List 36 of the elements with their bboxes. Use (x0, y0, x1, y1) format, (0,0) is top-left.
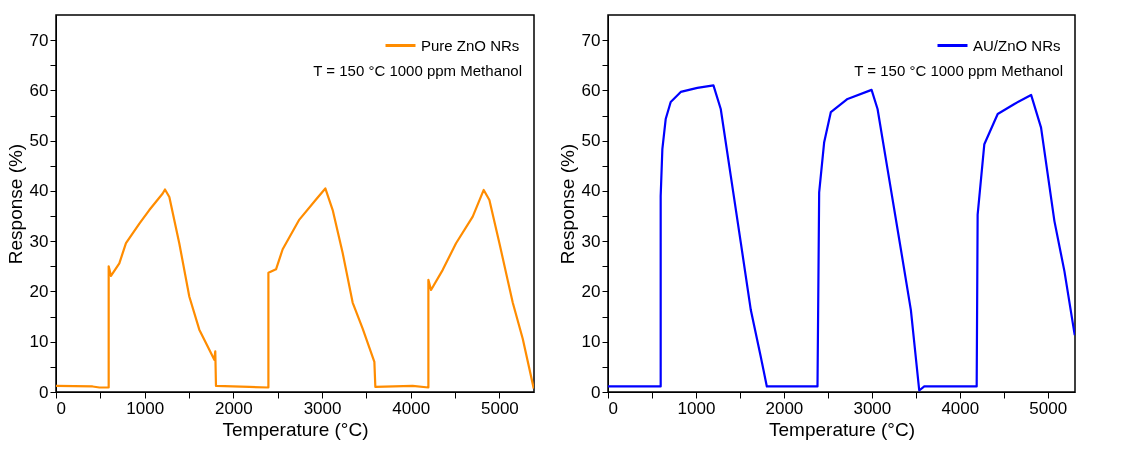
y-axis-title: Response (%) (556, 143, 578, 265)
legend-label: AU/ZnO NRs (973, 36, 1061, 54)
annotation: T = 150 °C 1000 ppm Methanol (854, 62, 1063, 79)
x-tick-label: 2000 (214, 398, 253, 418)
y-tick-label: 10 (581, 332, 601, 352)
x-tick-label: 1000 (126, 398, 165, 418)
y-tick-label: 30 (29, 231, 49, 251)
y-tick-label: 40 (581, 181, 601, 201)
x-tick-label: 5000 (481, 398, 519, 418)
y-tick-label: 60 (581, 80, 601, 100)
x-axis-title: Temperature (°C) (769, 418, 915, 440)
x-tick-label: 4000 (392, 398, 431, 418)
y-tick-label: 70 (581, 30, 601, 50)
y-tick-label: 0 (591, 382, 601, 402)
x-tick-label: 2000 (765, 398, 804, 418)
x-tick-label: 3000 (853, 398, 892, 418)
y-tick-label: 40 (29, 181, 49, 201)
x-tick-label: 1000 (677, 398, 716, 418)
x-tick-label: 0 (608, 398, 618, 418)
y-axis-title: Response (%) (4, 143, 26, 265)
y-tick-label: 50 (581, 131, 601, 151)
y-tick-label: 20 (581, 281, 601, 301)
x-tick-label: 0 (56, 398, 66, 418)
y-tick-label: 0 (39, 382, 49, 402)
x-tick-label: 3000 (303, 398, 342, 418)
y-tick-label: 60 (29, 80, 49, 100)
y-tick-label: 70 (29, 30, 49, 50)
legend-label: Pure ZnO NRs (421, 36, 520, 54)
annotation: T = 150 °C 1000 ppm Methanol (313, 62, 522, 79)
y-tick-label: 30 (581, 231, 601, 251)
y-tick-label: 50 (29, 131, 49, 151)
y-tick-label: 10 (29, 332, 49, 352)
y-tick-label: 20 (29, 281, 49, 301)
x-tick-label: 5000 (1029, 398, 1068, 418)
x-tick-label: 4000 (941, 398, 980, 418)
x-axis-title: Temperature (°C) (222, 418, 369, 440)
